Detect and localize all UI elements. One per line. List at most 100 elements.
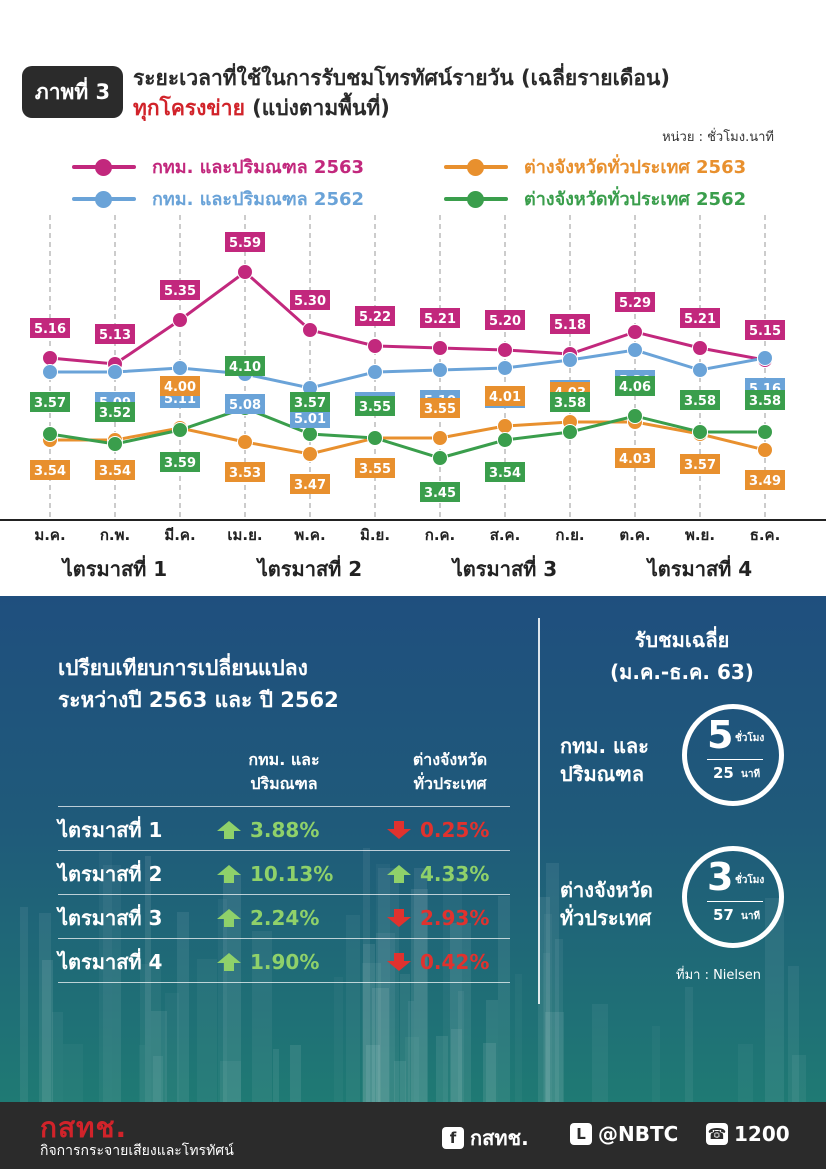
arrow-down-icon xyxy=(387,821,411,839)
background-bar xyxy=(99,852,112,1102)
data-label-box xyxy=(550,392,590,412)
facebook-link[interactable]: f กสทช. xyxy=(442,1122,529,1154)
background-bar xyxy=(63,1044,83,1102)
background-bar xyxy=(394,1061,406,1102)
data-label-box xyxy=(745,470,785,490)
change-value: 10.13% xyxy=(250,862,334,886)
background-bar xyxy=(218,899,227,1102)
data-label-box xyxy=(745,390,785,410)
background-bar xyxy=(153,1056,163,1102)
data-label: 5.22 xyxy=(359,310,391,325)
table-row: ไตรมาสที่ 4 1.90% 0.42% xyxy=(58,940,510,984)
data-label-box xyxy=(355,396,395,416)
data-point xyxy=(692,424,708,440)
data-label-box xyxy=(680,308,720,328)
average-label-line: ปริมณฑล xyxy=(560,762,645,786)
data-point xyxy=(497,342,513,358)
data-point xyxy=(237,434,253,450)
data-point xyxy=(497,418,513,434)
arrow-up-icon xyxy=(217,821,241,839)
data-label-box xyxy=(485,462,525,482)
background-bar xyxy=(197,959,217,1102)
arrow-up-icon xyxy=(217,865,241,883)
data-point xyxy=(497,432,513,448)
x-tick-label: ธ.ค. xyxy=(750,526,781,544)
data-label: 5.18 xyxy=(554,318,586,333)
data-label-box xyxy=(225,462,265,482)
arrow-up-icon xyxy=(387,865,411,883)
data-label-box xyxy=(355,458,395,478)
background-bar xyxy=(411,889,428,1102)
data-point xyxy=(757,442,773,458)
data-label: 5.21 xyxy=(424,312,456,327)
line-link[interactable]: L @NBTC xyxy=(570,1122,678,1146)
arrow-down-icon xyxy=(387,909,411,927)
average-bkk-circle: 5 ชั่วโมง 25 นาที xyxy=(682,704,784,806)
data-label-box xyxy=(420,308,460,328)
chart-subtitle: ทุกโครงข่าย (แบ่งตามพื้นที่) xyxy=(133,92,390,125)
data-label: 5.20 xyxy=(489,314,521,329)
arrow-down-icon xyxy=(387,953,411,971)
data-label: 3.55 xyxy=(359,400,391,415)
background-bar xyxy=(652,1026,660,1102)
line-chart: ม.ค. ก.พ. มี.ค. เม.ย. พ.ค. มิ.ย. ก.ค. ส.ค. ก.ย. ต… xyxy=(0,215,826,581)
provinces-change: 0.42% xyxy=(386,940,489,984)
quarter-label: ไตรมาสที่ 2 xyxy=(256,554,362,581)
background-bar xyxy=(378,868,399,1102)
background-bar xyxy=(223,874,241,1102)
background-bar xyxy=(334,977,343,1102)
data-label: 3.47 xyxy=(294,478,326,493)
average-title: รับชมเฉลี่ย (ม.ค.-ธ.ค. 63) xyxy=(560,624,804,688)
background-bar xyxy=(290,1045,301,1102)
data-point xyxy=(562,424,578,440)
background-bar xyxy=(252,931,272,1102)
data-label: 3.57 xyxy=(34,396,66,411)
table-row: ไตรมาสที่ 3 2.24% 2.93% xyxy=(58,896,510,940)
background-bar xyxy=(458,991,464,1102)
row-label: ไตรมาสที่ 2 xyxy=(58,862,163,886)
data-label: 5.30 xyxy=(294,294,326,309)
provinces-change: 4.33% xyxy=(386,852,489,896)
data-point xyxy=(757,350,773,366)
quarter-label: ไตรมาสที่ 3 xyxy=(451,554,557,581)
circle-divider xyxy=(707,901,763,902)
data-label: 3.45 xyxy=(424,486,456,501)
data-point xyxy=(302,322,318,338)
phone-label: 1200 xyxy=(734,1122,790,1146)
table-divider xyxy=(58,806,510,807)
background-bar xyxy=(555,939,563,1102)
data-point xyxy=(172,312,188,328)
row-label: ไตรมาสที่ 4 xyxy=(58,950,163,974)
data-label-box xyxy=(680,390,720,410)
comparison-title: เปรียบเทียบการเปลี่ยนแปลง ระหว่างปี 2563… xyxy=(58,652,339,716)
x-tick-label: ส.ค. xyxy=(490,526,521,544)
data-label: 5.13 xyxy=(99,328,131,343)
phone-link[interactable]: ☎ 1200 xyxy=(706,1122,790,1146)
data-label: 3.52 xyxy=(99,406,131,421)
data-label-box xyxy=(745,320,785,340)
data-point xyxy=(107,364,123,380)
provinces-change: 2.93% xyxy=(386,896,489,940)
comparison-section: เปรียบเทียบการเปลี่ยนแปลง ระหว่างปี 2563… xyxy=(0,596,826,1102)
change-value: 4.33% xyxy=(420,862,490,886)
data-point xyxy=(692,340,708,356)
data-label-box xyxy=(95,324,135,344)
x-tick-label: เม.ย. xyxy=(227,526,262,544)
facebook-icon: f xyxy=(442,1127,464,1149)
background-bars-decoration xyxy=(20,848,806,1102)
background-bar xyxy=(362,963,381,1102)
data-point xyxy=(367,338,383,354)
x-tick-label: มิ.ย. xyxy=(360,526,390,544)
chart-title: ระยะเวลาที่ใช้ในการรับชมโทรทัศน์รายวัน (… xyxy=(133,66,670,90)
data-label-box xyxy=(290,290,330,310)
average-label-line: ทั่วประเทศ xyxy=(560,906,652,930)
background-bar xyxy=(515,974,522,1102)
data-label-box xyxy=(615,376,655,396)
subtitle-rest: (แบ่งตามพื้นที่) xyxy=(244,96,390,120)
data-label: 3.54 xyxy=(489,466,521,481)
background-bar xyxy=(372,988,389,1102)
source-note: ที่มา : Nielsen xyxy=(676,968,762,983)
column-header-line: ทั่วประเทศ xyxy=(413,774,487,793)
table-divider xyxy=(58,982,510,983)
data-label-box xyxy=(420,482,460,502)
